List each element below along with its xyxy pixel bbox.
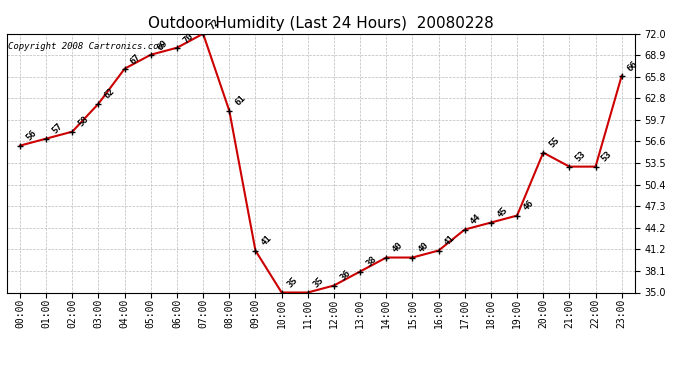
Text: 58: 58 xyxy=(77,115,90,129)
Text: 35: 35 xyxy=(286,276,299,290)
Title: Outdoor Humidity (Last 24 Hours)  20080228: Outdoor Humidity (Last 24 Hours) 2008022… xyxy=(148,16,494,31)
Text: 66: 66 xyxy=(626,59,640,73)
Text: 41: 41 xyxy=(443,234,457,248)
Text: 56: 56 xyxy=(24,129,38,143)
Text: 44: 44 xyxy=(469,213,483,227)
Text: Copyright 2008 Cartronics.com: Copyright 2008 Cartronics.com xyxy=(8,42,164,51)
Text: 41: 41 xyxy=(259,234,273,248)
Text: 57: 57 xyxy=(50,122,64,136)
Text: 61: 61 xyxy=(233,94,248,108)
Text: 69: 69 xyxy=(155,38,169,52)
Text: 55: 55 xyxy=(547,136,562,150)
Text: 53: 53 xyxy=(600,150,613,164)
Text: 46: 46 xyxy=(521,199,535,213)
Text: 40: 40 xyxy=(391,241,404,255)
Text: 40: 40 xyxy=(417,241,431,255)
Text: 45: 45 xyxy=(495,206,509,220)
Text: 36: 36 xyxy=(338,269,352,283)
Text: 70: 70 xyxy=(181,31,195,45)
Text: 67: 67 xyxy=(129,52,143,66)
Text: 62: 62 xyxy=(103,87,117,101)
Text: 35: 35 xyxy=(312,276,326,290)
Text: 72: 72 xyxy=(207,17,221,31)
Text: 53: 53 xyxy=(573,150,587,164)
Text: 38: 38 xyxy=(364,255,378,269)
